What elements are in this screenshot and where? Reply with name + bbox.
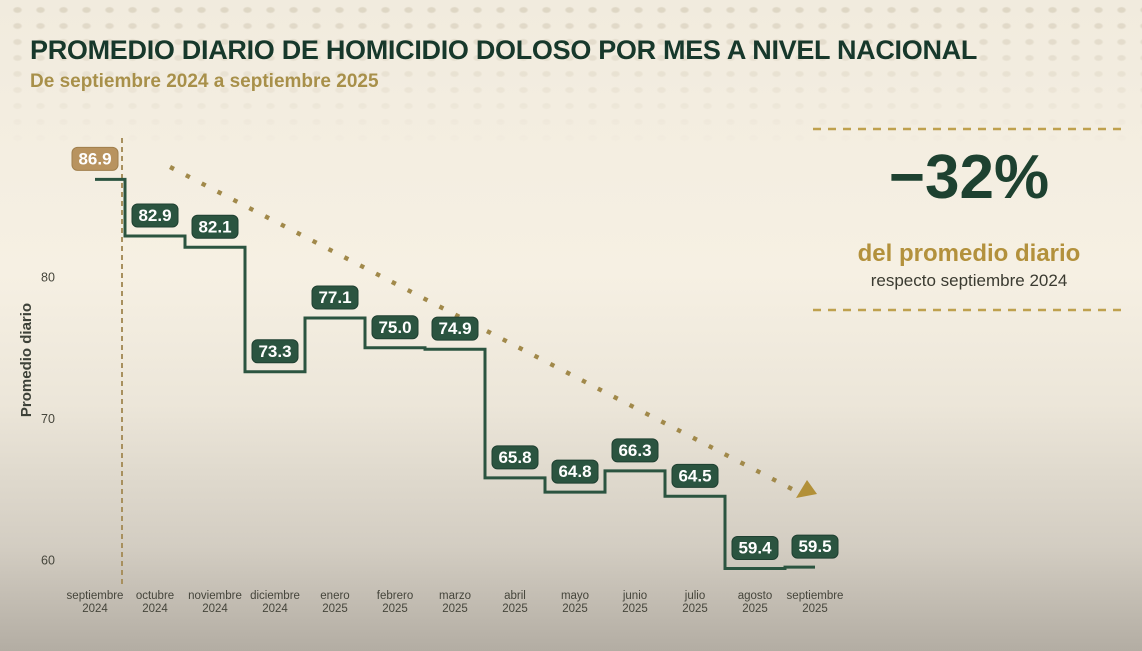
trend-dot [739,460,746,467]
value-label-box [731,535,779,560]
x-tick-label: enero 2025 [320,590,349,615]
trend-dot [691,435,698,442]
trend-dot [200,181,207,188]
y-tick-label: 70 [41,412,55,426]
page-subtitle: De septiembre 2024 a septiembre 2025 [30,71,379,92]
trend-dot [264,214,271,221]
trend-dot [596,386,603,393]
chart-header: PROMEDIO DIARIO DE HOMICIDIO DOLOSO POR … [30,36,1110,93]
trend-dot [327,247,334,254]
trend-dot [311,238,318,245]
x-tick-label: mayo 2025 [561,590,589,615]
value-label: 74.9 [438,319,471,338]
value-label: 59.5 [798,537,831,556]
percent-change-label: del promedio diario [857,240,1081,267]
trend-dot [279,222,286,229]
x-tick-label: junio 2025 [622,590,648,615]
trend-dot [517,345,524,352]
trend-dot [216,189,223,196]
percent-change-value: −32% [888,143,1050,212]
x-tick-label: octubre 2024 [136,590,174,615]
x-tick-label: julio 2025 [682,590,708,615]
value-label-box [371,315,419,340]
value-label-box [431,316,479,341]
trend-dot [533,353,540,360]
x-tick-label: noviembre 2024 [188,590,242,615]
value-label-box [551,459,599,484]
y-tick-label: 60 [41,554,55,568]
trend-dot [359,263,366,270]
x-tick-label: febrero 2025 [377,590,413,615]
trend-dot [406,288,413,295]
trend-dot [565,370,572,377]
value-label: 82.9 [138,206,171,225]
background-pattern [0,0,1142,150]
page-title: PROMEDIO DIARIO DE HOMICIDIO DOLOSO POR … [30,35,978,65]
trend-dot [184,173,191,180]
trend-dot [549,361,556,368]
trend-dot [422,296,429,303]
trend-dot [787,485,793,491]
x-tick-label: diciembre 2024 [250,590,300,615]
trend-dot [485,329,492,336]
x-tick-label: septiembre 2024 [67,590,124,615]
value-label: 86.9 [78,149,111,168]
y-axis-label: Promedio diario [18,303,35,417]
trend-dot [707,444,714,450]
trend-dot [232,197,239,204]
trend-dot [676,427,683,434]
value-label: 59.4 [738,538,772,557]
trend-dot [628,402,635,409]
trend-dot [755,468,762,475]
trend-dot [248,206,255,212]
value-label-box [191,214,239,239]
x-tick-label: marzo 2025 [439,590,471,615]
x-tick-label: septiembre 2025 [787,590,844,615]
y-tick-label: 80 [41,271,55,285]
trend-dot [723,452,730,459]
trend-dot [581,378,587,385]
value-label: 65.8 [498,448,531,467]
value-label-box [491,445,539,470]
trend-dot [501,337,508,344]
x-tick-label: agosto 2025 [738,590,773,615]
value-label-box-highlight [71,146,119,171]
trend-arrow-icon [796,480,817,498]
trend-dot [438,304,445,311]
value-label-box [131,203,179,228]
trend-dot [295,230,302,237]
value-label: 73.3 [258,342,291,361]
trend-dot [660,419,667,426]
trend-dot [343,255,350,262]
x-tick-label: abril 2025 [502,590,528,615]
percent-change-sublabel: respecto septiembre 2024 [870,271,1068,290]
value-label-box [251,339,299,364]
value-label-box [311,285,359,310]
trend-dot [375,271,381,278]
trend-dot [771,476,778,483]
trend-dot [169,165,175,171]
value-label: 82.1 [198,217,231,236]
step-line [95,177,815,570]
value-label-box [671,463,719,488]
value-label-box [611,438,659,463]
value-label: 64.5 [678,466,711,485]
trend-dot [644,411,651,418]
value-label: 66.3 [618,441,651,460]
value-label-box [791,534,839,559]
trend-dot [612,394,619,401]
value-label: 75.0 [378,318,411,337]
value-label: 77.1 [318,288,351,307]
trend-dot [390,279,397,286]
value-label: 64.8 [558,462,591,481]
